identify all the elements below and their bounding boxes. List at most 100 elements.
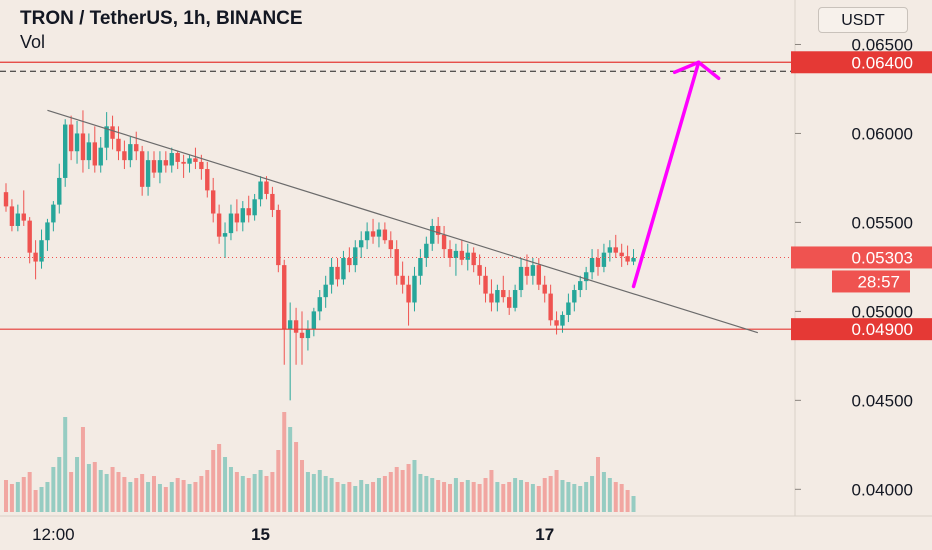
price-axis[interactable]: 0.06500 0.06000 0.05500 0.05000 0.04500 0.040… (795, 35, 913, 499)
candle (595, 249, 601, 276)
candle-body (394, 249, 399, 276)
volume-bar (4, 480, 8, 512)
candle (122, 140, 127, 170)
candle-body (572, 290, 577, 303)
price-tick-label: 0.04500 (852, 391, 913, 410)
candle-body (441, 234, 447, 250)
candle (353, 240, 358, 273)
candle-body (625, 256, 630, 262)
candle (435, 217, 441, 244)
candle-body (134, 144, 139, 152)
volume-bar (110, 467, 115, 512)
candle (619, 243, 624, 267)
volume-bar (39, 487, 44, 512)
candle-body (447, 249, 453, 258)
volume-bar (217, 444, 222, 512)
volume-bar (495, 482, 500, 512)
candle (471, 247, 476, 273)
candle-body (51, 204, 56, 223)
volume-bar (353, 486, 358, 512)
candle-body (187, 158, 192, 164)
volume-bar (181, 480, 186, 512)
volume-bar (205, 470, 210, 512)
candle (376, 222, 382, 248)
candle-body (347, 258, 352, 266)
volume-bar (371, 482, 376, 512)
candle (63, 119, 68, 187)
volume-bar (329, 478, 334, 512)
candle-body (512, 290, 518, 308)
candle-body (601, 252, 607, 267)
candle-body (518, 266, 524, 291)
candle-body (335, 266, 340, 280)
volume-bar (471, 482, 476, 512)
candle (412, 266, 417, 312)
candle-body (193, 158, 198, 162)
volume-bar (122, 477, 127, 512)
candle-body (122, 151, 127, 161)
volume-bar (98, 470, 103, 512)
candle-body (613, 247, 618, 253)
candle (234, 199, 240, 232)
candle-body (412, 275, 417, 303)
candle-body (560, 314, 565, 326)
volume-bar (530, 484, 535, 512)
support-price-tag: 0.04900 (791, 318, 932, 341)
candle (601, 243, 607, 273)
candle (51, 201, 56, 232)
candle-body (157, 160, 163, 173)
volume-bar (27, 472, 32, 512)
resistance-price-tag-text: 0.06400 (852, 53, 913, 72)
volume-bar (489, 470, 494, 512)
candle (145, 151, 151, 196)
descending-trendline[interactable] (47, 109, 759, 334)
candle-body (353, 247, 358, 266)
candle (364, 222, 370, 250)
candle (631, 249, 636, 266)
candle (512, 284, 518, 312)
volume-bar (631, 496, 636, 512)
candle-body (299, 332, 305, 339)
candle-body (145, 160, 151, 187)
volume-bar (442, 482, 447, 512)
volume-bar (15, 482, 20, 512)
volume-bar (382, 476, 387, 512)
volume-bar (63, 417, 68, 512)
resistance-price-tag-bg (791, 51, 932, 74)
candle-body (418, 258, 423, 276)
candle (240, 201, 245, 232)
candle-body (376, 229, 382, 237)
candle (572, 284, 577, 312)
candle-body (583, 272, 589, 282)
candle (45, 218, 50, 251)
candle-body (139, 151, 145, 187)
volume-bar (80, 427, 85, 512)
candle (216, 204, 222, 244)
chart-title: TRON / TetherUS, 1h, BINANCE (20, 8, 303, 29)
current-price-tag: 0.05303 (791, 246, 932, 269)
chart-overlays (0, 60, 795, 334)
volume-indicator-label[interactable]: Vol (20, 32, 46, 52)
candle (447, 240, 453, 267)
time-tick-label: 17 (535, 525, 554, 544)
candle-body (507, 297, 512, 308)
candle-body (3, 192, 9, 207)
candle (554, 311, 559, 335)
candle (406, 275, 411, 326)
volume-bar (75, 457, 80, 512)
candle (589, 249, 595, 280)
currency-unit-button[interactable]: USDT (818, 7, 908, 33)
countdown-bg (832, 270, 910, 293)
candle (15, 204, 21, 232)
projection-arrow[interactable] (631, 60, 721, 289)
candle-body (406, 284, 411, 303)
price-tick-label: 0.05500 (852, 213, 913, 232)
candle-body (258, 181, 263, 200)
volume-bar (193, 482, 198, 512)
volume-bar (228, 467, 233, 512)
time-axis[interactable]: 12:00 15 17 (32, 525, 554, 544)
candle (459, 240, 465, 266)
candle-body (9, 206, 15, 226)
volume-bar (264, 476, 269, 512)
